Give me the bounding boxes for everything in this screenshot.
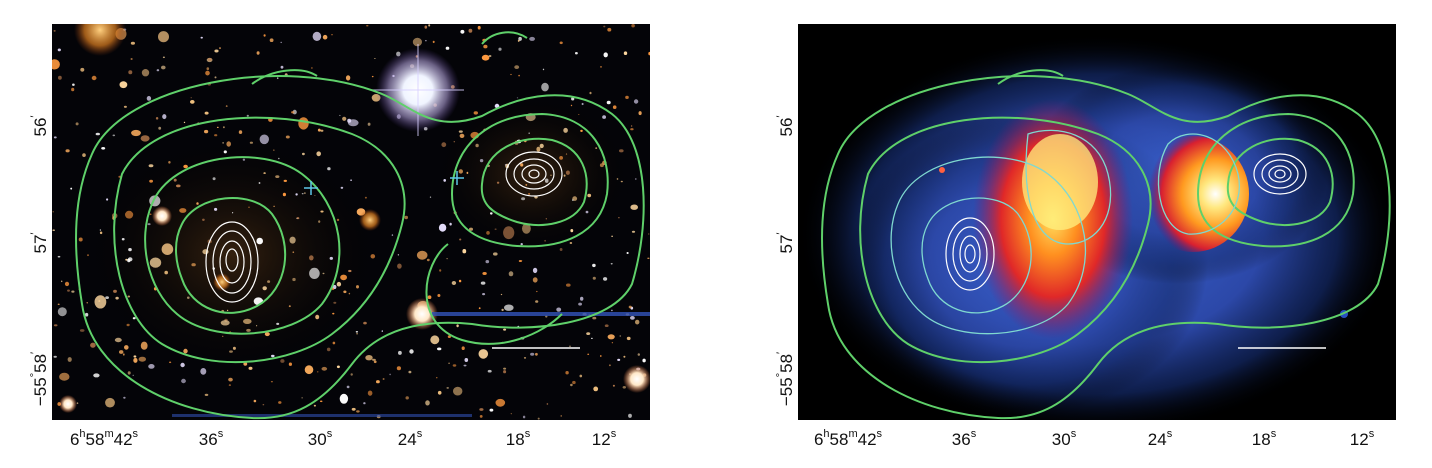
- xray-image-panel: [798, 24, 1396, 420]
- right-x-tick-36s: 36s: [951, 428, 977, 449]
- left-x-tick-24s: 24s: [397, 428, 423, 449]
- right-y-tick-56: 56′: [775, 115, 796, 137]
- left-x-tick-36s: 36s: [198, 428, 224, 449]
- peak-contours: [205, 151, 563, 303]
- xray-contours: [890, 129, 1240, 335]
- optical-image: [52, 24, 650, 420]
- right-x-tick-12s: 12s: [1349, 428, 1375, 449]
- left-y-tick-56: 56′: [29, 115, 50, 137]
- left-y-tick-57: 57′: [29, 232, 50, 254]
- right-x-tick-42s: 6h58m42s: [813, 428, 883, 449]
- foreground-star: [406, 298, 438, 330]
- left-x-tick-30s: 30s: [307, 428, 333, 449]
- bcg-markers: [304, 171, 464, 195]
- right-y-tick-58: −55°58′: [775, 351, 796, 407]
- right-y-tick-57: 57′: [775, 232, 796, 254]
- lensing-contours: [821, 69, 1391, 420]
- left-x-tick-42s: 6h58m42s: [69, 428, 139, 449]
- right-x-tick-30s: 30s: [1051, 428, 1077, 449]
- optical-image-panel: [52, 24, 650, 420]
- lensing-contours: [75, 31, 645, 420]
- xray-image: [798, 24, 1396, 420]
- left-y-tick-58: −55°58′: [29, 351, 50, 407]
- right-x-tick-18s: 18s: [1251, 428, 1277, 449]
- left-x-tick-18s: 18s: [505, 428, 531, 449]
- right-x-tick-24s: 24s: [1147, 428, 1173, 449]
- left-x-tick-12s: 12s: [591, 428, 617, 449]
- peak-contours: [945, 153, 1307, 291]
